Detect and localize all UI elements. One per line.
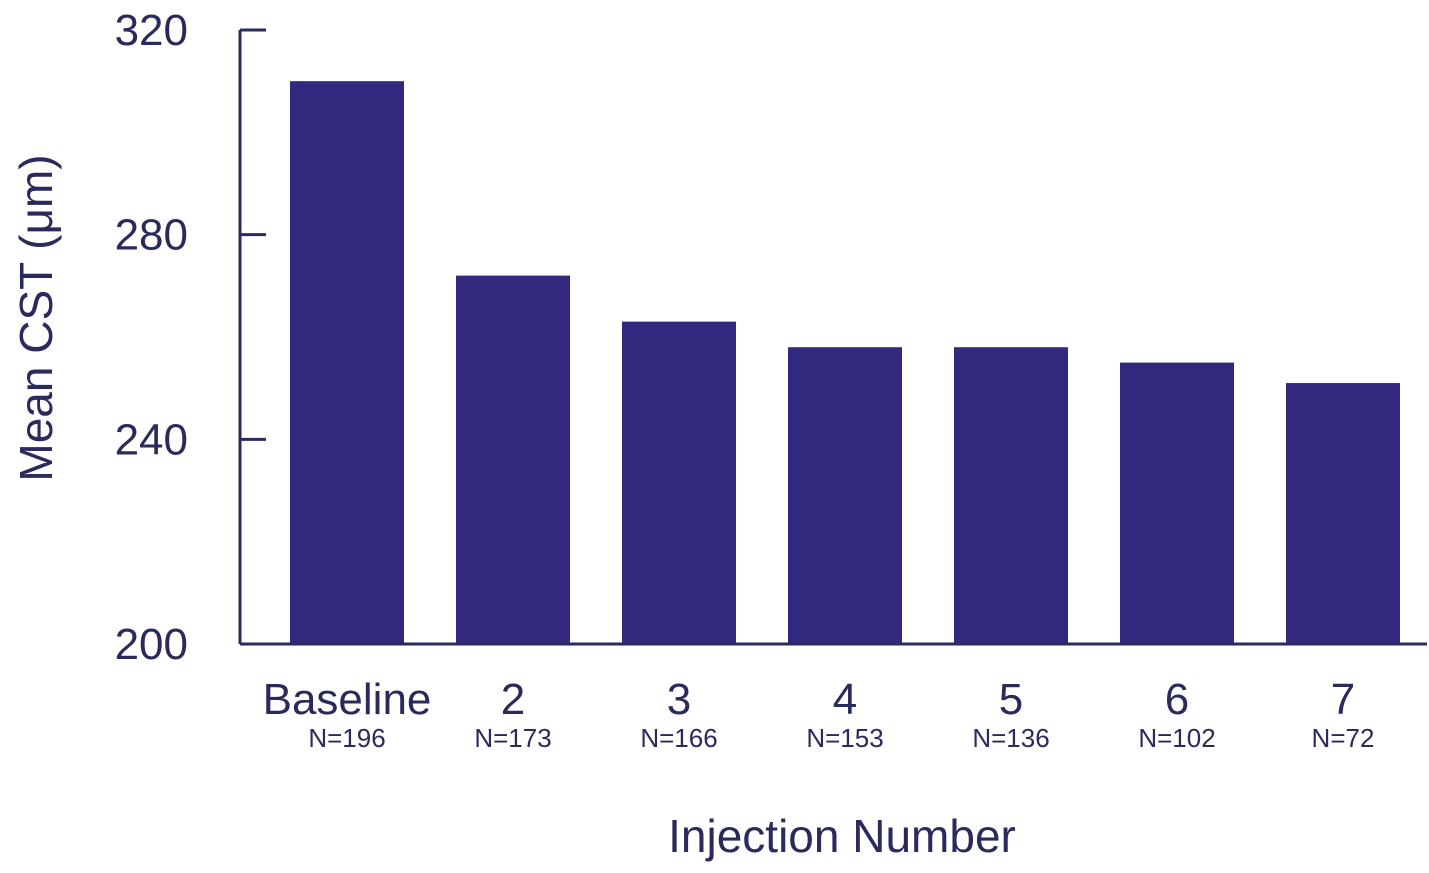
x-sample-size-label: N=136: [972, 723, 1049, 753]
bar: [290, 81, 404, 644]
x-category-label: 2: [501, 675, 525, 724]
y-tick-label: 200: [115, 620, 188, 669]
bar: [622, 321, 736, 644]
bar: [1286, 383, 1400, 644]
bar: [1120, 362, 1234, 644]
x-sample-size-label: N=166: [640, 723, 717, 753]
x-axis-labels: BaselineN=1962N=1733N=1664N=1535N=1366N=…: [263, 675, 1375, 753]
x-category-label: 3: [667, 675, 691, 724]
x-axis-title: Injection Number: [668, 810, 1016, 862]
y-tick-label: 280: [115, 211, 188, 260]
x-sample-size-label: N=196: [308, 723, 385, 753]
bar: [456, 275, 570, 644]
x-sample-size-label: N=173: [474, 723, 551, 753]
y-axis-title: Mean CST (μm): [10, 154, 62, 481]
y-axis-ticks: 200 240 280 320: [115, 6, 266, 669]
bar: [954, 347, 1068, 644]
x-category-label: 7: [1331, 675, 1355, 724]
y-tick-label: 240: [115, 415, 188, 464]
x-category-label: 4: [833, 675, 857, 724]
bar: [788, 347, 902, 644]
x-category-label: 6: [1165, 675, 1189, 724]
x-category-label: Baseline: [263, 675, 432, 724]
x-sample-size-label: N=72: [1312, 723, 1375, 753]
bars-group: [290, 81, 1400, 644]
x-sample-size-label: N=153: [806, 723, 883, 753]
x-sample-size-label: N=102: [1138, 723, 1215, 753]
y-tick-label: 320: [115, 6, 188, 55]
x-category-label: 5: [999, 675, 1023, 724]
